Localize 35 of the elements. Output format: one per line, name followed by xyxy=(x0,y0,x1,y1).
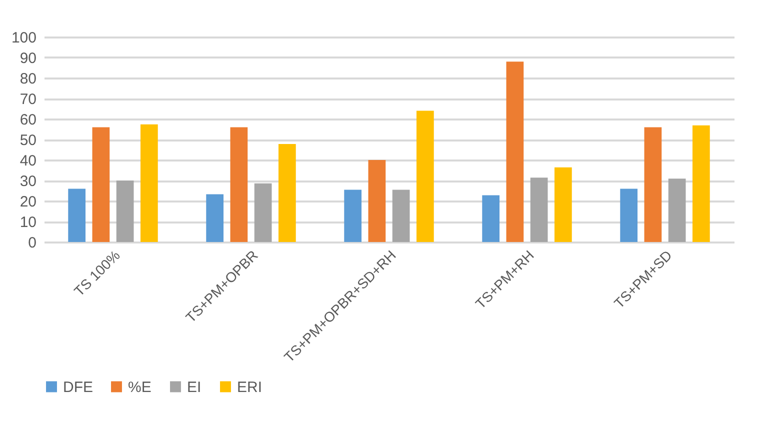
bar xyxy=(116,180,134,242)
bar xyxy=(92,127,110,242)
y-tick-label: 50 xyxy=(20,132,36,149)
bar xyxy=(620,188,638,242)
bar xyxy=(692,125,710,242)
bar xyxy=(482,195,500,242)
bar xyxy=(344,190,362,242)
bar xyxy=(416,110,434,242)
bar xyxy=(368,160,386,242)
bar xyxy=(554,167,572,242)
legend-label: DFE xyxy=(63,378,93,396)
y-tick-label: 100 xyxy=(11,30,36,46)
y-tick-label: 30 xyxy=(20,173,36,190)
y-tick-label: 10 xyxy=(20,214,36,231)
bar xyxy=(230,127,248,242)
y-tick-label: 80 xyxy=(20,70,36,88)
bar xyxy=(206,194,224,242)
bar xyxy=(278,144,296,242)
y-tick-label: 60 xyxy=(20,112,36,128)
legend-label: ERI xyxy=(237,378,262,396)
bar xyxy=(530,178,548,242)
legend-label: %E xyxy=(128,378,152,396)
bar xyxy=(254,183,272,242)
bar xyxy=(68,188,86,242)
bar xyxy=(644,127,662,242)
y-tick-label: 0 xyxy=(28,234,36,252)
bar xyxy=(140,124,158,242)
bar xyxy=(668,178,686,242)
bar xyxy=(392,190,410,242)
y-tick-label: 90 xyxy=(20,50,36,67)
y-tick-label: 40 xyxy=(20,152,36,170)
bar xyxy=(506,62,524,242)
legend-label: EI xyxy=(187,378,202,396)
y-tick-label: 70 xyxy=(20,91,36,108)
y-tick-label: 20 xyxy=(20,194,36,210)
